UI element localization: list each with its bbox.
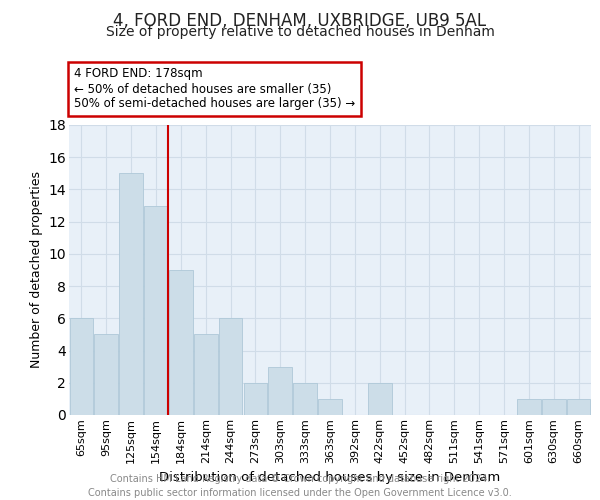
- Bar: [542, 399, 566, 415]
- Bar: [144, 206, 168, 415]
- Text: 4, FORD END, DENHAM, UXBRIDGE, UB9 5AL: 4, FORD END, DENHAM, UXBRIDGE, UB9 5AL: [113, 12, 487, 30]
- Bar: [119, 174, 143, 415]
- Bar: [268, 366, 292, 415]
- Bar: [517, 399, 541, 415]
- Bar: [169, 270, 193, 415]
- Text: Contains HM Land Registry data © Crown copyright and database right 2024.
Contai: Contains HM Land Registry data © Crown c…: [88, 474, 512, 498]
- Bar: [567, 399, 590, 415]
- Bar: [244, 383, 267, 415]
- Bar: [94, 334, 118, 415]
- Bar: [293, 383, 317, 415]
- Bar: [368, 383, 392, 415]
- Bar: [194, 334, 218, 415]
- Bar: [219, 318, 242, 415]
- Text: Size of property relative to detached houses in Denham: Size of property relative to detached ho…: [106, 25, 494, 39]
- Bar: [318, 399, 342, 415]
- Bar: [70, 318, 93, 415]
- X-axis label: Distribution of detached houses by size in Denham: Distribution of detached houses by size …: [160, 471, 500, 484]
- Y-axis label: Number of detached properties: Number of detached properties: [30, 172, 43, 368]
- Text: 4 FORD END: 178sqm
← 50% of detached houses are smaller (35)
50% of semi-detache: 4 FORD END: 178sqm ← 50% of detached hou…: [74, 68, 355, 110]
